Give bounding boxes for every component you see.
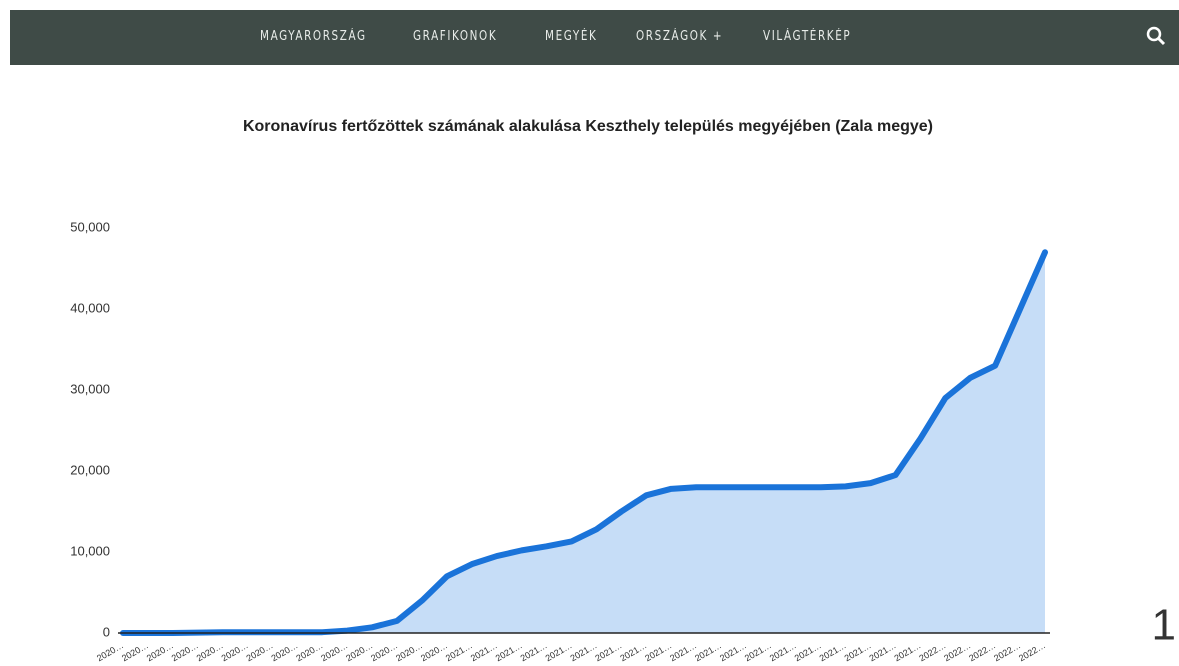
- x-tick-label: 2021…: [793, 640, 823, 663]
- x-tick-label: 2021…: [843, 640, 873, 663]
- x-tick-label: 2021…: [618, 640, 648, 663]
- x-tick-label: 2022…: [992, 640, 1022, 663]
- x-tick-label: 2020…: [195, 640, 225, 663]
- x-tick-label: 2020…: [369, 640, 399, 663]
- x-tick-label: 2020…: [145, 640, 175, 663]
- nav-link[interactable]: ORSZÁGOK +: [636, 29, 724, 44]
- x-tick-label: 2022…: [1017, 640, 1047, 663]
- x-tick-label: 2021…: [868, 640, 898, 663]
- x-tick-label: 2021…: [469, 640, 499, 663]
- y-tick-label: 40,000: [70, 300, 110, 315]
- x-tick-label: 2021…: [544, 640, 574, 663]
- x-tick-label: 2021…: [569, 640, 599, 663]
- x-tick-label: 2020…: [220, 640, 250, 663]
- x-tick-label: 2020…: [394, 640, 424, 663]
- nav-link[interactable]: GRAFIKONOK: [413, 29, 498, 44]
- x-tick-label: 2021…: [444, 640, 474, 663]
- x-tick-label: 2021…: [593, 640, 623, 663]
- x-tick-label: 2021…: [668, 640, 698, 663]
- x-tick-label: 2021…: [768, 640, 798, 663]
- x-tick-label: 2020…: [245, 640, 275, 663]
- x-tick-label: 2021…: [643, 640, 673, 663]
- nav-link[interactable]: VILÁGTÉRKÉP: [763, 29, 852, 44]
- x-tick-label: 2020…: [170, 640, 200, 663]
- x-tick-label: 2020…: [95, 640, 125, 663]
- x-tick-label: 2020…: [319, 640, 349, 663]
- x-tick-label: 2020…: [294, 640, 324, 663]
- y-tick-label: 0: [103, 624, 110, 639]
- x-tick-label: 2021…: [693, 640, 723, 663]
- x-tick-label: 2021…: [718, 640, 748, 663]
- corner-text: 1: [1152, 601, 1176, 650]
- x-tick-label: 2020…: [269, 640, 299, 663]
- nav-link[interactable]: MAGYARORSZÁG: [260, 29, 367, 44]
- x-tick-label: 2020…: [120, 640, 150, 663]
- chart-title: Koronavírus fertőzöttek számának alakulá…: [243, 118, 933, 135]
- x-tick-label: 2022…: [967, 640, 997, 663]
- y-tick-label: 30,000: [70, 381, 110, 396]
- area: [123, 252, 1045, 634]
- x-tick-label: 2021…: [818, 640, 848, 663]
- x-tick-label: 2021…: [892, 640, 922, 663]
- x-tick-label: 2021…: [519, 640, 549, 663]
- x-tick-label: 2022…: [917, 640, 947, 663]
- x-tick-label: 2021…: [743, 640, 773, 663]
- x-tick-label: 2021…: [494, 640, 524, 663]
- line: [120, 249, 1048, 636]
- x-tick-label: 2020…: [419, 640, 449, 663]
- y-tick-label: 20,000: [70, 462, 110, 477]
- y-tick-label: 50,000: [70, 219, 110, 234]
- nav-bar: MAGYARORSZÁG GRAFIKONOK MEGYÉK ORSZÁGOK …: [10, 10, 1179, 65]
- x-tick-label: 2020…: [344, 640, 374, 663]
- x-tick-label: 2022…: [942, 640, 972, 663]
- search-icon[interactable]: [1145, 25, 1167, 47]
- y-tick-label: 10,000: [70, 543, 110, 558]
- nav-link[interactable]: MEGYÉK: [545, 29, 598, 44]
